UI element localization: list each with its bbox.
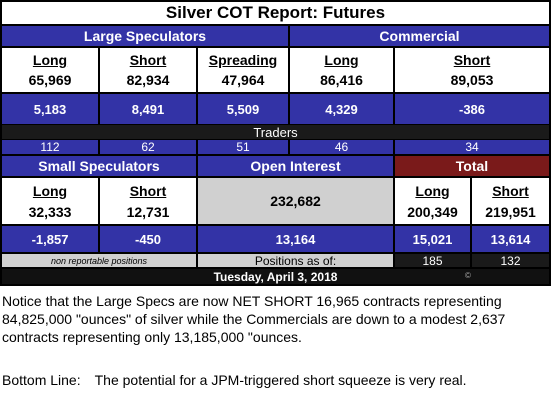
traders-value: 34 (465, 140, 479, 154)
total-long-cell: Long 200,349 (395, 178, 470, 224)
small-spec-short-value: 12,731 (126, 203, 170, 220)
non-reportable-note: non reportable positions (2, 254, 196, 267)
commercial-header-text: Commercial (379, 28, 460, 44)
total-traders-short-value: 132 (500, 253, 521, 268)
large-spec-header-text: Large Speculators (83, 28, 207, 44)
large-spec-header: Large Speculators (2, 26, 288, 46)
report-date-row: Tuesday, April 3, 2018 (2, 269, 549, 284)
open-interest-header: Open Interest (198, 156, 393, 176)
large-spec-spread-value: 47,964 (221, 72, 265, 88)
small-spec-short-cell: Short 12,731 (100, 178, 196, 224)
small-spec-short-change: -450 (100, 226, 196, 252)
bottom-line: Bottom Line: The potential for a JPM-trig… (2, 371, 547, 389)
bottom-line-text: The potential for a JPM-triggered short … (94, 372, 467, 388)
non-reportable-note-text: non reportable positions (50, 255, 148, 266)
open-interest-cell: 232,682 (198, 178, 393, 224)
commercial-long-cell: Long 86,416 (290, 48, 393, 92)
large-spec-long-value: 65,969 (28, 72, 72, 88)
commentary-paragraph: Notice that the Large Specs are now NET … (2, 292, 547, 346)
traders-commercial-long: 46 (290, 140, 393, 154)
copyright-symbol: © (465, 271, 471, 280)
large-spec-short-value: 82,934 (126, 72, 170, 88)
copyright-mark: © (465, 271, 475, 282)
large-spec-short-change-value: 8,491 (131, 101, 165, 117)
large-spec-long-label: Long (32, 52, 68, 68)
report-date: Tuesday, April 3, 2018 (213, 269, 338, 284)
small-spec-long-cell: Long 32,333 (2, 178, 98, 224)
traders-value: 46 (334, 140, 349, 154)
small-spec-long-change-value: -1,857 (31, 231, 69, 247)
positions-as-of: Positions as of: (198, 253, 393, 268)
large-spec-long-change: 5,183 (2, 94, 98, 124)
traders-large-short: 62 (100, 140, 196, 154)
traders-large-spread: 51 (198, 140, 288, 154)
large-spec-short-cell: Short 82,934 (100, 48, 196, 92)
total-short-cell: Short 219,951 (472, 178, 549, 224)
total-short-label: Short (492, 182, 529, 199)
traders-label-row: Traders (2, 124, 549, 140)
total-long-change-value: 15,021 (412, 231, 453, 247)
total-long-label: Long (415, 182, 450, 199)
traders-value: 62 (141, 140, 155, 154)
total-traders-short: 132 (472, 253, 549, 268)
commercial-short-change: -386 (395, 94, 549, 124)
commercial-short-value: 89,053 (450, 72, 494, 88)
traders-large-long: 112 (2, 140, 98, 154)
large-spec-spread-cell: Spreading 47,964 (198, 48, 288, 92)
open-interest-change-value: 13,164 (275, 231, 316, 247)
traders-label: Traders (253, 124, 298, 140)
large-spec-spread-label: Spreading (208, 52, 278, 68)
report-title-text: Silver COT Report: Futures (165, 3, 386, 22)
total-traders-long-value: 185 (422, 253, 443, 268)
commercial-long-value: 86,416 (320, 72, 363, 88)
small-spec-long-label: Long (32, 182, 68, 199)
commentary-text: Notice that the Large Specs are now NET … (2, 293, 506, 345)
total-long-change: 15,021 (395, 226, 470, 252)
commercial-long-change-value: 4,329 (325, 101, 358, 117)
total-long-value: 200,349 (407, 203, 458, 220)
bottom-line-label: Bottom Line: (2, 372, 81, 388)
total-short-change-value: 13,614 (490, 231, 531, 247)
small-spec-header: Small Speculators (2, 156, 196, 176)
small-spec-short-label: Short (129, 182, 167, 199)
large-spec-long-change-value: 5,183 (33, 101, 67, 117)
open-interest-header-text: Open Interest (250, 158, 341, 174)
open-interest-value: 232,682 (270, 193, 321, 209)
small-spec-long-value: 32,333 (28, 203, 72, 220)
large-spec-spread-change: 5,509 (198, 94, 288, 124)
traders-value: 112 (40, 140, 60, 154)
traders-value: 51 (236, 140, 250, 154)
small-spec-short-change-value: -450 (134, 231, 162, 247)
commercial-short-label: Short (453, 52, 491, 68)
commercial-short-cell: Short 89,053 (395, 48, 549, 92)
commercial-long-label: Long (324, 52, 359, 68)
large-spec-spread-change-value: 5,509 (226, 101, 260, 117)
open-interest-change: 13,164 (198, 226, 393, 252)
commercial-short-change-value: -386 (458, 101, 486, 117)
commercial-header: Commercial (290, 26, 549, 46)
total-short-value: 219,951 (485, 203, 536, 220)
large-spec-long-cell: Long 65,969 (2, 48, 98, 92)
report-title: Silver COT Report: Futures (2, 2, 549, 24)
commercial-long-change: 4,329 (290, 94, 393, 124)
positions-as-of-text: Positions as of: (254, 253, 337, 268)
large-spec-short-change: 8,491 (100, 94, 196, 124)
total-short-change: 13,614 (472, 226, 549, 252)
small-spec-header-text: Small Speculators (38, 158, 160, 174)
total-header: Total (395, 156, 549, 176)
small-spec-long-change: -1,857 (2, 226, 98, 252)
traders-commercial-short: 34 (395, 140, 549, 154)
total-header-text: Total (455, 158, 489, 174)
total-traders-long: 185 (395, 253, 470, 268)
large-spec-short-label: Short (129, 52, 167, 68)
